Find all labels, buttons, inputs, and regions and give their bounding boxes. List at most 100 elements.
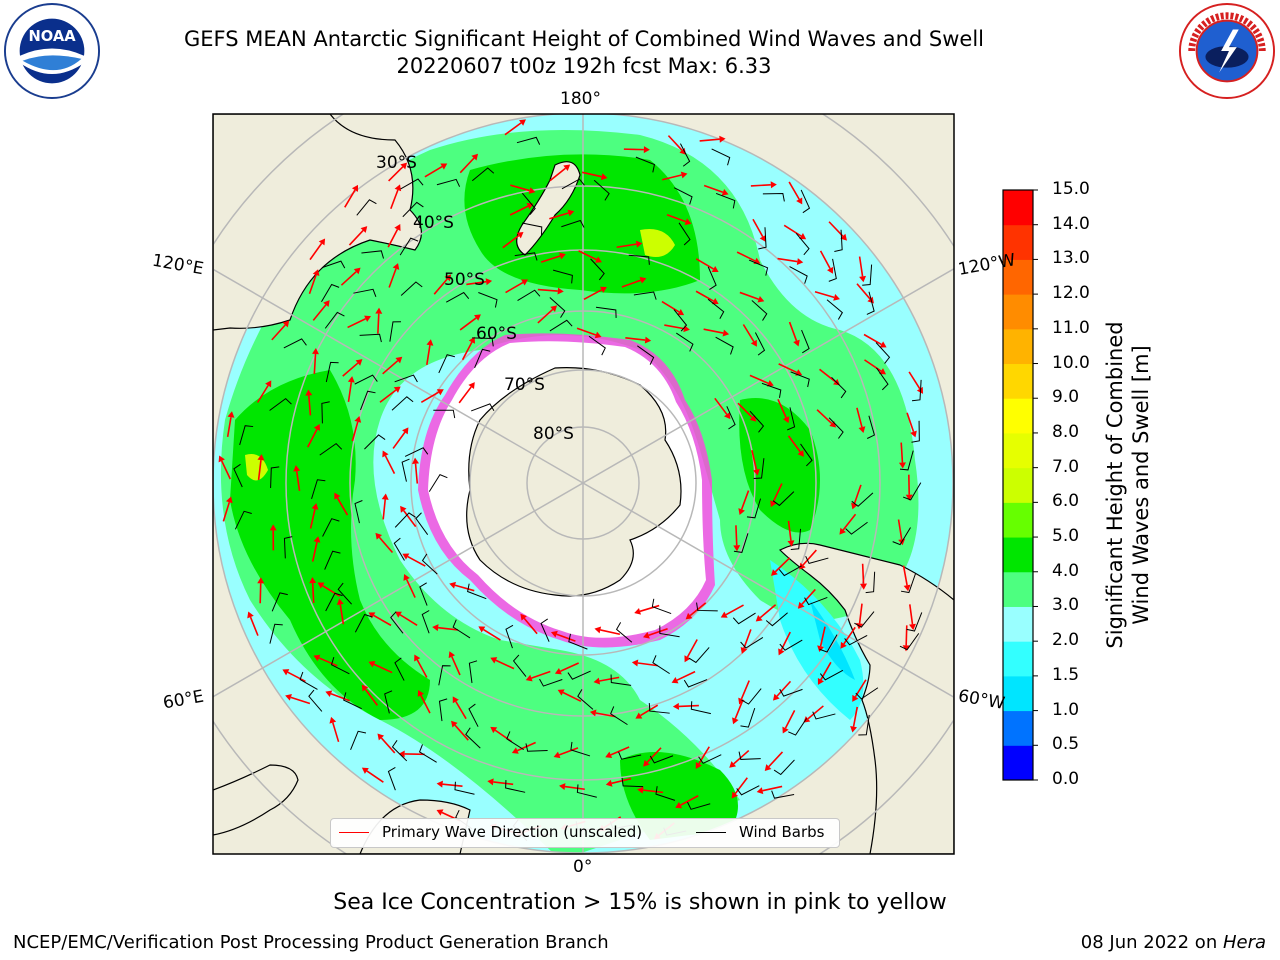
wave-arrow-head <box>368 612 376 619</box>
wave-arrow <box>578 250 597 261</box>
wave-arrow <box>382 360 399 375</box>
wave-arrow-head <box>394 184 402 192</box>
wind-barb <box>648 703 670 714</box>
wave-arrow <box>639 604 660 613</box>
wave-arrow <box>856 407 863 428</box>
colorbar-title: Significant Height of Combined Wind Wave… <box>1102 321 1155 648</box>
footer-date-text: 08 Jun 2022 on <box>1080 932 1223 953</box>
wind-barb <box>707 266 717 290</box>
wind-barb <box>711 148 731 166</box>
wind-barb <box>506 731 524 751</box>
wind-barb <box>271 592 288 612</box>
wave-arrow <box>342 362 359 377</box>
wind-barb <box>353 288 377 297</box>
wind-barb <box>800 189 811 214</box>
wave-arrow <box>695 290 714 302</box>
colorbar-tick-label: 9.0 <box>1052 387 1080 408</box>
wave-arrow-head <box>738 697 745 705</box>
wind-barb <box>740 637 764 649</box>
wind-barb <box>549 319 573 332</box>
wave-arrow-head <box>593 677 601 685</box>
wave-arrow-head <box>528 187 536 194</box>
wave-arrow <box>407 555 426 567</box>
wind-barb <box>516 136 541 145</box>
wave-arrow-head <box>721 189 729 196</box>
colorbar-tick-label: 2.0 <box>1052 630 1080 651</box>
wind-barb <box>404 447 429 457</box>
wave-arrow-head <box>711 265 719 273</box>
wind-barb <box>906 612 923 632</box>
wave-arrow <box>392 431 406 449</box>
wave-arrow <box>858 256 864 277</box>
wave-arrow <box>290 696 311 705</box>
wave-arrow-head <box>589 709 597 717</box>
wind-barb <box>615 622 633 643</box>
wave-arrow <box>778 363 798 374</box>
wave-arrow-head <box>381 493 389 500</box>
wind-barbs <box>233 136 923 842</box>
wave-arrow <box>640 704 659 717</box>
wave-arrow-head <box>684 655 691 663</box>
wave-arrow <box>332 722 340 743</box>
wave-arrow-head <box>910 430 917 438</box>
wave-arrow <box>366 770 384 783</box>
wind-barb <box>561 219 585 228</box>
wave-arrow-head <box>643 759 650 767</box>
wave-arrow <box>725 604 744 616</box>
wind-barb <box>467 583 487 600</box>
wave-arrow-head <box>851 502 858 510</box>
wave-arrow <box>549 167 567 182</box>
wave-arrow-head <box>393 386 401 393</box>
wave-arrow <box>318 657 338 667</box>
wave-arrow-head <box>336 598 344 606</box>
wave-arrow <box>495 659 515 670</box>
wind-barb <box>801 329 810 354</box>
wind-barb <box>854 611 875 628</box>
wave-arrow-head <box>711 298 719 305</box>
wind-barb <box>900 573 916 594</box>
wind-barb <box>826 299 843 320</box>
wave-arrow <box>908 604 914 625</box>
colorbar-segment <box>1003 328 1033 365</box>
wave-arrow <box>339 604 345 625</box>
wave-arrow-head <box>398 750 405 758</box>
wind-barb-legend-line <box>696 832 726 833</box>
wave-arrow <box>842 513 857 531</box>
wind-barb <box>590 258 605 281</box>
wave-arrow <box>309 242 323 261</box>
wave-arrow <box>699 138 720 142</box>
wave-arrow <box>661 300 680 313</box>
wind-barb <box>687 801 711 810</box>
wave-arrow <box>762 785 783 792</box>
wave-arrow-head <box>639 276 647 284</box>
wave-arrow <box>493 781 514 786</box>
wave-arrow <box>843 626 856 645</box>
wave-arrow-head <box>729 761 737 768</box>
wave-arrow-head <box>309 577 317 584</box>
wave-arrow-head <box>282 669 290 676</box>
wave-arrow <box>819 626 826 647</box>
wave-arrow-head <box>594 331 602 339</box>
wave-arrow <box>625 337 646 341</box>
wind-barb <box>391 740 408 762</box>
wave-arrow <box>908 371 921 390</box>
wave-arrow-head <box>414 654 421 662</box>
lat-label-60s: 60°S <box>476 324 517 344</box>
wave-arrow-head <box>311 503 319 510</box>
wave-arrow-head <box>452 696 459 704</box>
wind-barb <box>761 382 782 398</box>
wave-arrow-head <box>833 294 840 301</box>
wave-direction-arrows <box>218 119 924 840</box>
wave-arrow <box>676 670 696 681</box>
wind-barb <box>621 777 644 788</box>
wave-arrow-head <box>225 496 233 504</box>
wind-barb <box>522 222 543 235</box>
wind-barb <box>361 250 385 259</box>
wind-barb <box>269 397 292 411</box>
wave-arrow <box>643 789 664 794</box>
wave-arrow-head <box>720 611 728 618</box>
wave-arrow-head <box>840 641 847 649</box>
wave-arrow-head <box>557 689 565 696</box>
wind-barb <box>468 660 478 684</box>
wave-arrow-head <box>905 494 913 501</box>
